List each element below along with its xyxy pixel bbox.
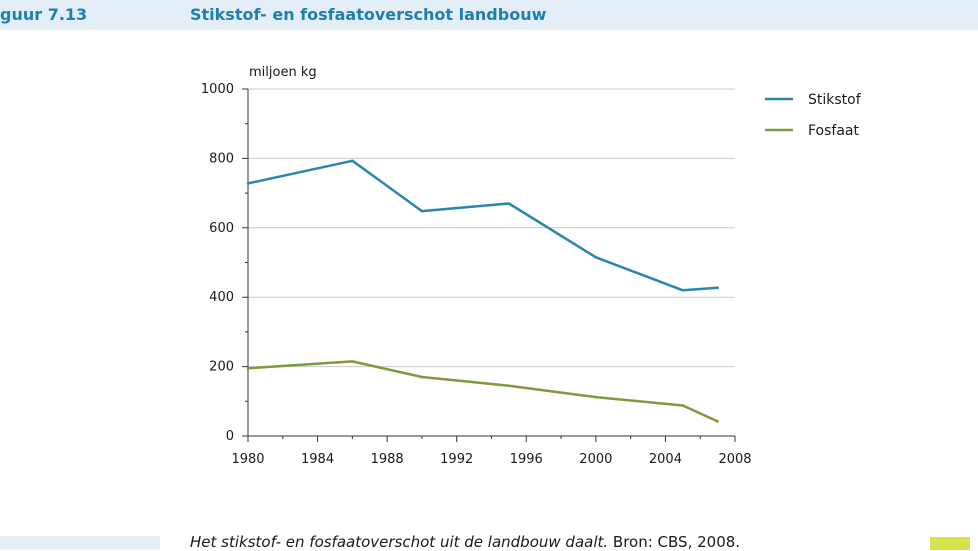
series <box>246 159 719 423</box>
data-point-fosfaat <box>351 360 354 363</box>
y-tick-label-200: 200 <box>209 360 234 375</box>
data-point-fosfaat <box>246 367 250 370</box>
caption-source: Bron: CBS, 2008. <box>612 533 741 551</box>
axes: miljoen kg 0 200 400 600 800 1000 1980 1984 1988… <box>201 65 752 467</box>
data-point-fosfaat <box>594 395 598 399</box>
data-point-fosfaat <box>681 404 685 407</box>
y-axis-label: miljoen kg <box>249 65 317 80</box>
y-tick-label-400: 400 <box>209 290 234 305</box>
data-point-stikstof <box>420 209 424 213</box>
x-tick-label-2000: 2000 <box>579 452 612 467</box>
x-tick-label-1988: 1988 <box>371 452 404 467</box>
data-point-stikstof <box>507 202 511 205</box>
series-line-stikstof <box>247 159 718 292</box>
figure-title: Stikstof- en fosfaatoverschot landbouw <box>190 5 547 24</box>
data-point-fosfaat <box>716 420 719 423</box>
grid <box>248 88 735 368</box>
legend: Stikstof Fosfaat <box>765 92 862 139</box>
data-point-stikstof <box>246 182 250 185</box>
data-point-fosfaat <box>420 375 424 379</box>
line-chart: miljoen kg 0 200 400 600 800 1000 1980 1984 1988… <box>201 65 862 467</box>
header-band <box>0 0 978 30</box>
x-tick-label-1992: 1992 <box>440 452 473 467</box>
data-point-fosfaat <box>507 384 511 387</box>
caption: Het stikstof- en fosfaatoverschot uit de… <box>190 533 740 551</box>
data-point-stikstof <box>681 288 685 292</box>
corner-mark <box>930 537 970 550</box>
legend-label-stikstof: Stikstof <box>808 92 862 108</box>
legend-label-fosfaat: Fosfaat <box>808 123 860 139</box>
x-tick-label-2004: 2004 <box>649 452 682 467</box>
y-tick-label-1000: 1000 <box>201 82 234 97</box>
caption-text: Het stikstof- en fosfaatoverschot uit de… <box>190 533 609 551</box>
x-tick-label-1984: 1984 <box>301 452 334 467</box>
x-tick-label-1996: 1996 <box>510 452 543 467</box>
data-point-stikstof <box>351 159 354 163</box>
y-tick-label-600: 600 <box>209 221 234 236</box>
data-point-stikstof <box>716 286 719 290</box>
series-line-fosfaat <box>247 360 719 423</box>
x-tick-label-1980: 1980 <box>231 452 264 467</box>
figure-label: guur 7.13 <box>0 5 88 24</box>
x-tick-label-2008: 2008 <box>718 452 751 467</box>
data-point-stikstof <box>594 255 598 259</box>
y-tick-label-800: 800 <box>209 151 234 166</box>
y-tick-label-0: 0 <box>226 429 234 444</box>
caption-band <box>0 536 160 550</box>
